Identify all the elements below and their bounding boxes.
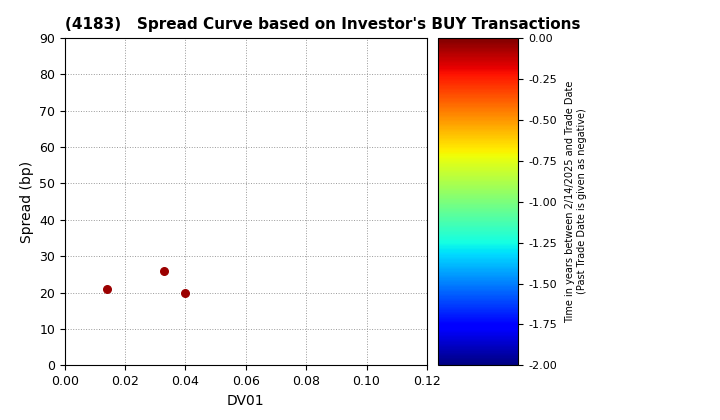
Point — [102, 286, 113, 292]
Y-axis label: Time in years between 2/14/2025 and Trade Date
(Past Trade Date is given as nega: Time in years between 2/14/2025 and Trad… — [565, 80, 587, 323]
X-axis label: DV01: DV01 — [227, 394, 265, 408]
Text: (4183)   Spread Curve based on Investor's BUY Transactions: (4183) Spread Curve based on Investor's … — [65, 18, 580, 32]
Point — [180, 289, 192, 296]
Point — [158, 268, 170, 274]
Y-axis label: Spread (bp): Spread (bp) — [19, 160, 34, 243]
